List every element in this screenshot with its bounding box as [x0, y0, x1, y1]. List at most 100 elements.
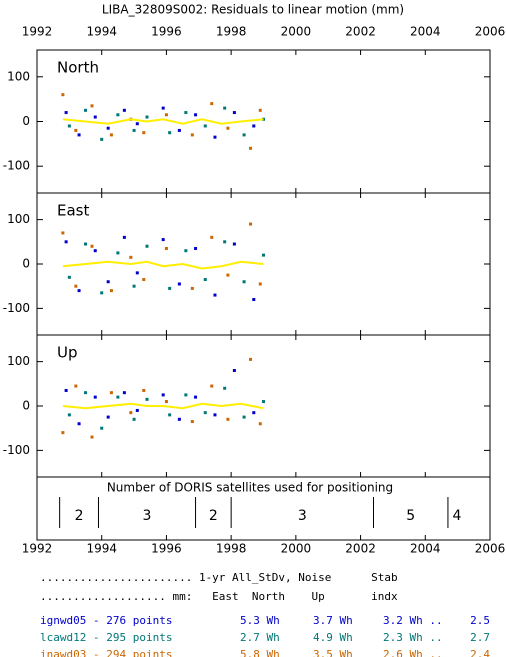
point	[132, 128, 136, 132]
point	[93, 249, 97, 253]
point	[226, 126, 230, 130]
point	[203, 278, 207, 282]
point	[161, 106, 165, 110]
point	[61, 231, 65, 235]
trend-line	[62, 118, 264, 125]
point	[258, 108, 262, 112]
point	[161, 393, 165, 397]
x-tick-label: 2000	[281, 542, 312, 556]
point	[190, 133, 194, 137]
y-tick-label: -100	[3, 443, 30, 457]
point	[84, 242, 88, 246]
y-tick-label: 0	[22, 257, 30, 271]
x-tick-label: 1992	[22, 542, 53, 556]
point	[132, 417, 136, 421]
point	[77, 422, 81, 426]
y-tick-label: 100	[7, 354, 30, 368]
x-tick-label: 2006	[475, 542, 506, 556]
point	[194, 113, 198, 117]
point	[106, 126, 110, 130]
point	[249, 146, 253, 150]
point	[142, 131, 146, 135]
point	[61, 93, 65, 97]
point	[135, 122, 139, 126]
point	[100, 426, 104, 430]
x-tick-label: 2002	[345, 542, 376, 556]
point	[168, 131, 172, 135]
table-cell: 2.3 Wh ..	[383, 631, 443, 644]
table-cell: 3.7 Wh	[313, 614, 353, 627]
point	[116, 395, 120, 399]
x-tick-label: 2004	[410, 542, 441, 556]
table-cell: 3.2 Wh ..	[383, 614, 443, 627]
point	[100, 137, 104, 141]
point	[90, 244, 94, 248]
point	[64, 111, 68, 115]
table-cell: inawd03 - 294 points	[40, 648, 172, 657]
point	[116, 113, 120, 117]
trend-line	[62, 260, 264, 270]
point	[213, 413, 217, 417]
point	[145, 244, 149, 248]
point	[252, 298, 256, 301]
point	[203, 124, 207, 128]
point	[90, 435, 94, 439]
point	[223, 386, 227, 390]
point	[210, 384, 214, 388]
point	[64, 240, 68, 244]
x-tick-label: 2002	[345, 25, 376, 39]
point	[84, 391, 88, 395]
table-cell: 2.5	[470, 614, 490, 627]
y-tick-label: 0	[22, 114, 30, 128]
point	[61, 431, 65, 435]
table-cell: 3.5 Wh	[313, 648, 353, 657]
point	[90, 104, 94, 108]
satellite-count: 2	[209, 508, 218, 524]
x-tick-label: 1998	[216, 542, 247, 556]
point	[203, 411, 207, 415]
table-cell: lcawd12 - 295 points	[40, 631, 172, 644]
point	[184, 249, 188, 253]
satellite-count: 5	[406, 508, 415, 524]
x-tick-label: 1998	[216, 25, 247, 39]
table-cell: 2.7	[470, 631, 490, 644]
point	[74, 384, 78, 388]
point	[109, 133, 113, 137]
point	[252, 124, 256, 128]
point	[226, 417, 230, 421]
point	[145, 397, 149, 401]
point	[190, 420, 194, 424]
point	[135, 271, 139, 275]
table-cell: 5.8 Wh	[240, 648, 280, 657]
point	[213, 293, 217, 297]
point	[194, 246, 198, 250]
x-tick-label: 2004	[410, 25, 441, 39]
y-tick-label: 100	[7, 69, 30, 83]
point	[132, 284, 136, 288]
point	[177, 417, 181, 421]
point	[74, 284, 78, 288]
table-header: ....................... 1-yr All_StDv, N…	[40, 571, 398, 584]
x-tick-label: 1992	[22, 25, 53, 39]
point	[213, 135, 217, 139]
point	[262, 400, 265, 404]
point	[93, 395, 97, 399]
point	[67, 413, 71, 417]
point	[242, 133, 246, 137]
point	[223, 240, 227, 244]
point	[194, 395, 198, 399]
point	[177, 128, 181, 132]
panel-frame	[36, 476, 491, 541]
point	[109, 391, 113, 395]
point	[249, 222, 253, 226]
point	[122, 108, 126, 112]
point	[249, 357, 253, 361]
table-cell: 2.4	[470, 648, 490, 657]
satellite-count: 3	[143, 508, 152, 524]
point	[64, 388, 68, 392]
table-cell: 4.9 Wh	[313, 631, 353, 644]
y-tick-label: -100	[3, 301, 30, 315]
x-tick-label: 1996	[151, 542, 182, 556]
table-cell: ignwd05 - 276 points	[40, 614, 172, 627]
point	[164, 246, 168, 250]
